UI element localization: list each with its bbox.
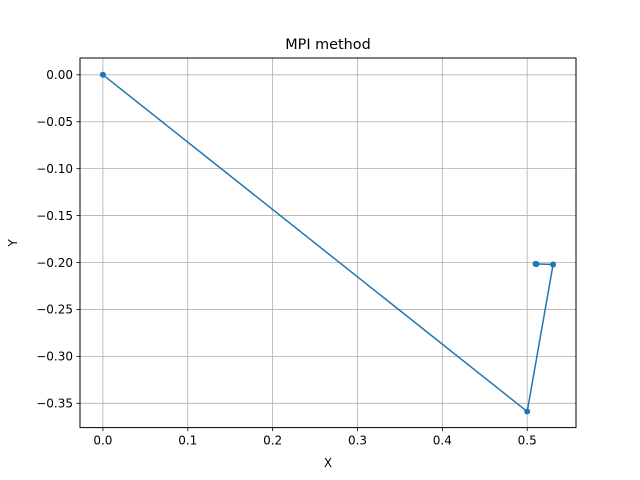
- data-point: [533, 261, 540, 268]
- y-tick-label: −0.15: [36, 209, 73, 223]
- x-tick-label: 0.2: [263, 434, 282, 448]
- x-tick-label: 0.1: [178, 434, 197, 448]
- x-tick-label: 0.3: [348, 434, 367, 448]
- y-axis-label: Y: [6, 238, 20, 247]
- x-tick-label: 0.0: [93, 434, 112, 448]
- y-axis: 0.00 −0.05 −0.10 −0.15 −0.20 −0.25 −0.30 −0.35: [36, 68, 80, 411]
- series-line: [102, 74, 554, 413]
- data-series: [99, 71, 557, 415]
- y-tick-label: −0.20: [36, 256, 73, 270]
- y-tick-label: 0.00: [46, 68, 73, 82]
- plot-frame: [79, 57, 577, 429]
- x-axis-label: X: [324, 456, 332, 470]
- x-tick-label: 0.5: [518, 434, 537, 448]
- data-point: [550, 261, 557, 268]
- x-tick-label: 0.4: [433, 434, 452, 448]
- grid: [80, 58, 576, 428]
- y-tick-label: −0.10: [36, 162, 73, 176]
- y-tick-label: −0.05: [36, 115, 73, 129]
- y-tick-label: −0.30: [36, 350, 73, 364]
- y-tick-label: −0.25: [36, 303, 73, 317]
- data-point: [99, 71, 106, 78]
- data-point: [524, 408, 531, 415]
- y-tick-label: −0.35: [36, 397, 73, 411]
- chart-title: MPI method: [285, 37, 371, 53]
- x-axis: 0.0 0.1 0.2 0.3 0.4 0.5: [93, 427, 537, 448]
